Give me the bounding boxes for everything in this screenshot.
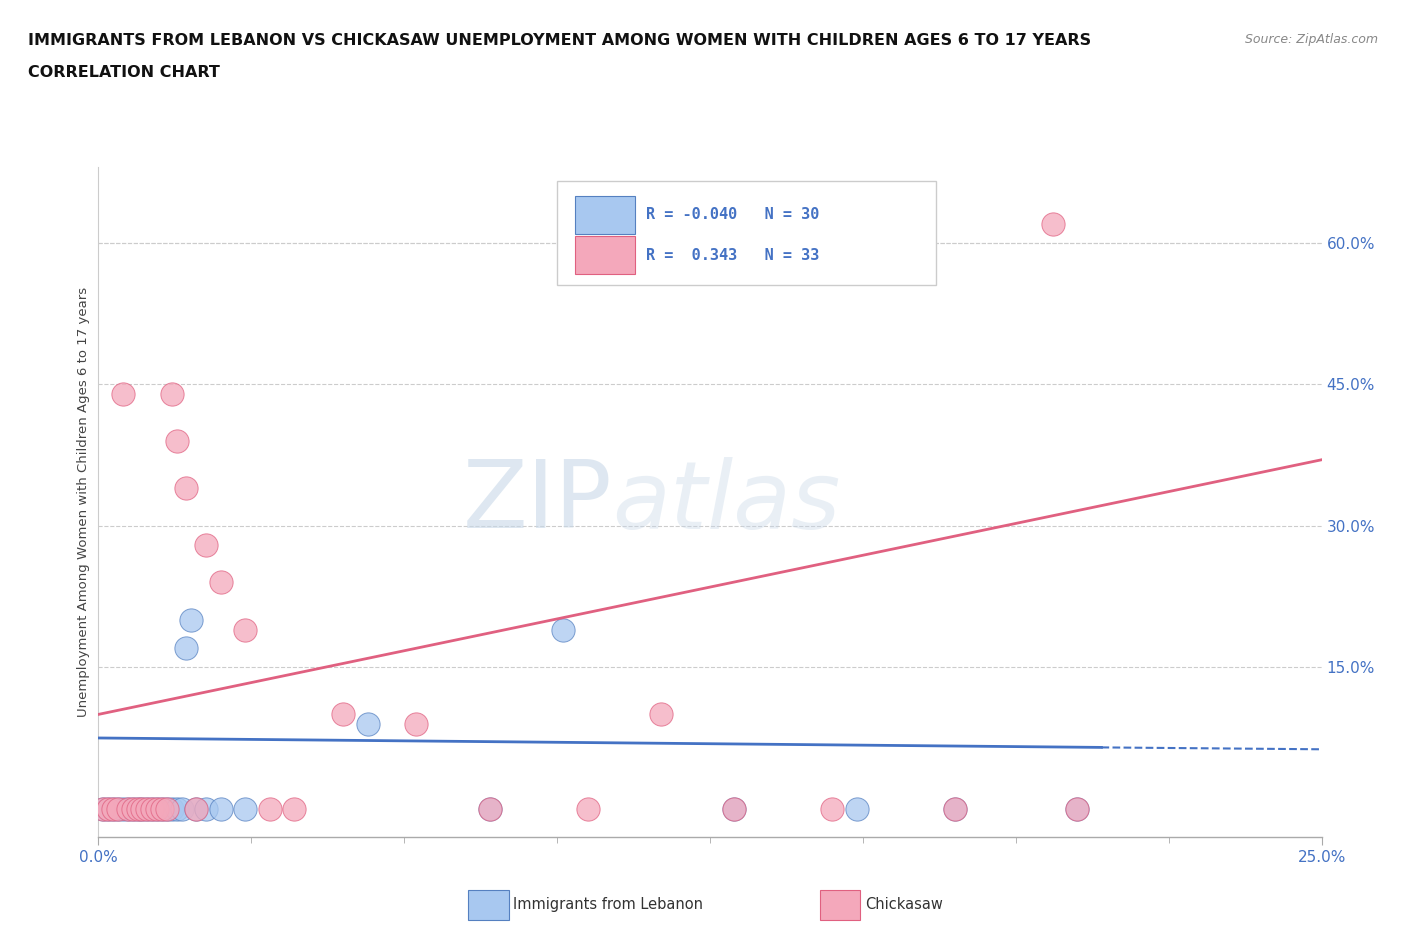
Point: [209, 802, 232, 817]
Point: [131, 802, 153, 817]
Point: [233, 622, 256, 637]
Point: [150, 802, 173, 817]
Point: [233, 802, 256, 817]
Point: [1066, 802, 1088, 817]
Point: [127, 802, 149, 817]
Point: [553, 622, 575, 637]
Point: [121, 802, 143, 817]
Point: [821, 802, 844, 817]
Text: Immigrants from Lebanon: Immigrants from Lebanon: [513, 897, 703, 912]
Point: [186, 802, 208, 817]
Point: [478, 802, 501, 817]
Point: [121, 802, 143, 817]
Point: [101, 802, 124, 817]
Point: [101, 802, 124, 817]
Point: [650, 707, 672, 722]
Point: [91, 802, 114, 817]
Point: [117, 802, 139, 817]
Point: [943, 802, 966, 817]
Point: [150, 802, 173, 817]
Point: [283, 802, 305, 817]
Point: [332, 707, 354, 722]
Point: [156, 802, 179, 817]
Point: [723, 802, 745, 817]
Point: [107, 802, 129, 817]
Text: Chickasaw: Chickasaw: [865, 897, 942, 912]
Point: [117, 802, 139, 817]
Point: [131, 802, 153, 817]
Point: [209, 575, 232, 590]
Point: [111, 386, 134, 401]
FancyBboxPatch shape: [557, 180, 936, 285]
Point: [845, 802, 868, 817]
Point: [723, 802, 745, 817]
Point: [170, 802, 193, 817]
Point: [146, 802, 169, 817]
Point: [356, 716, 378, 731]
Point: [195, 538, 218, 552]
Point: [166, 433, 188, 448]
Text: IMMIGRANTS FROM LEBANON VS CHICKASAW UNEMPLOYMENT AMONG WOMEN WITH CHILDREN AGES: IMMIGRANTS FROM LEBANON VS CHICKASAW UNE…: [28, 33, 1091, 47]
Point: [176, 481, 198, 496]
Point: [1042, 217, 1064, 232]
Point: [943, 802, 966, 817]
Point: [180, 613, 202, 628]
Point: [176, 641, 198, 656]
Text: ZIP: ZIP: [463, 457, 612, 548]
Point: [91, 802, 114, 817]
Point: [259, 802, 281, 817]
Point: [576, 802, 599, 817]
Point: [136, 802, 159, 817]
Point: [136, 802, 159, 817]
Text: atlas: atlas: [612, 457, 841, 548]
Point: [146, 802, 169, 817]
Point: [97, 802, 120, 817]
Point: [107, 802, 129, 817]
Text: R = -0.040   N = 30: R = -0.040 N = 30: [647, 207, 820, 222]
Point: [405, 716, 427, 731]
FancyBboxPatch shape: [575, 196, 636, 233]
Point: [141, 802, 163, 817]
Point: [160, 802, 183, 817]
Text: Source: ZipAtlas.com: Source: ZipAtlas.com: [1244, 33, 1378, 46]
Point: [97, 802, 120, 817]
Text: R =  0.343   N = 33: R = 0.343 N = 33: [647, 247, 820, 262]
FancyBboxPatch shape: [575, 236, 636, 273]
Point: [1066, 802, 1088, 817]
Y-axis label: Unemployment Among Women with Children Ages 6 to 17 years: Unemployment Among Women with Children A…: [77, 287, 90, 717]
Point: [166, 802, 188, 817]
Point: [141, 802, 163, 817]
Point: [127, 802, 149, 817]
Point: [186, 802, 208, 817]
Point: [195, 802, 218, 817]
Point: [160, 386, 183, 401]
Point: [478, 802, 501, 817]
Point: [111, 802, 134, 817]
Text: CORRELATION CHART: CORRELATION CHART: [28, 65, 219, 80]
Point: [156, 802, 179, 817]
